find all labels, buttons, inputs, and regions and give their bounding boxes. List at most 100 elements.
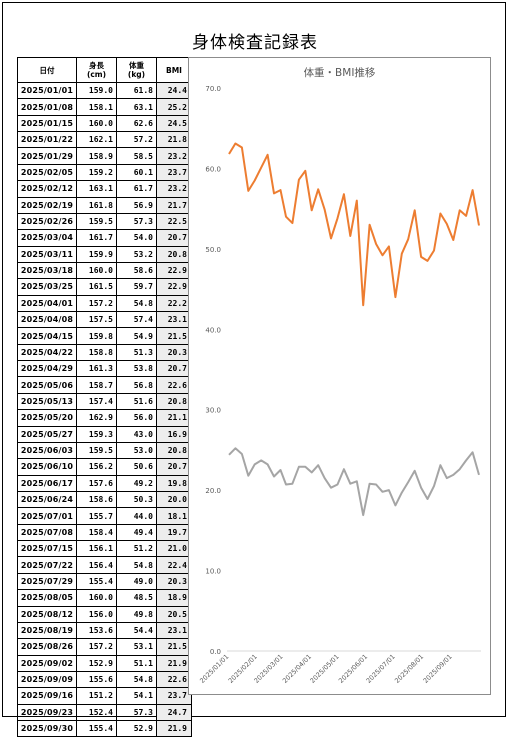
- page-title: 身体検査記録表: [192, 33, 318, 53]
- height-cell: 152.9: [76, 654, 117, 672]
- bmi-cell: 18.1: [156, 507, 192, 525]
- date-cell: 2025/09/23: [17, 703, 77, 722]
- height-cell: 151.2: [76, 687, 117, 705]
- date-cell: 2025/07/01: [17, 507, 77, 525]
- y-tick-label: 50.0: [205, 246, 221, 254]
- bmi-series-line: [228, 447, 480, 517]
- table-row: 2025/02/19 161.8 56.9 21.7: [17, 196, 192, 214]
- table-row: 2025/04/15 159.8 54.9 21.5: [17, 327, 192, 345]
- date-cell: 2025/05/06: [17, 376, 77, 394]
- weight-cell: 61.8: [116, 81, 157, 100]
- height-cell: 155.7: [76, 507, 117, 525]
- height-cell: 156.0: [76, 605, 117, 623]
- height-cell: 159.5: [76, 441, 117, 460]
- weight-cell: 49.4: [116, 523, 157, 542]
- table-row: 2025/04/29 161.3 53.8 20.7: [17, 360, 192, 378]
- table-row: 2025/09/02 152.9 51.1 21.9: [17, 654, 192, 672]
- weight-cell: 54.9: [116, 327, 157, 345]
- bmi-cell: 23.1: [156, 311, 192, 329]
- weight-cell: 52.9: [116, 720, 157, 737]
- date-cell: 2025/09/02: [17, 654, 77, 672]
- table-row: 2025/01/08 158.1 63.1 25.2: [17, 98, 192, 116]
- weight-cell: 48.5: [116, 589, 157, 607]
- date-cell: 2025/08/19: [17, 621, 77, 640]
- table-row: 2025/07/22 156.4 54.8 22.4: [17, 556, 192, 574]
- bmi-cell: 20.3: [156, 343, 192, 362]
- weight-cell: 54.4: [116, 621, 157, 640]
- chart-area: 体重・BMI推移 0.0 10.0 20.0 30.0 40.0 50.0 60.0 70.0…: [188, 57, 491, 695]
- weight-cell: 57.2: [116, 131, 157, 149]
- date-cell: 2025/08/26: [17, 638, 77, 656]
- weight-cell: 53.8: [116, 360, 157, 378]
- table-row: 2025/01/15 160.0 62.6 24.5: [17, 114, 192, 133]
- header-date: 日付: [17, 57, 77, 83]
- weight-cell: 49.0: [116, 572, 157, 591]
- bmi-cell: 22.2: [156, 294, 192, 313]
- date-cell: 2025/02/12: [17, 180, 77, 198]
- weight-cell: 54.1: [116, 687, 157, 705]
- height-cell: 156.2: [76, 458, 117, 476]
- height-cell: 152.4: [76, 703, 117, 722]
- bmi-cell: 20.7: [156, 360, 192, 378]
- table-row: 2025/01/29 158.9 58.5 23.2: [17, 147, 192, 165]
- date-cell: 2025/08/12: [17, 605, 77, 623]
- weight-cell: 51.1: [116, 654, 157, 672]
- weight-cell: 57.4: [116, 311, 157, 329]
- bmi-cell: 24.5: [156, 114, 192, 133]
- height-cell: 159.3: [76, 425, 117, 443]
- date-cell: 2025/04/08: [17, 311, 77, 329]
- bmi-cell: 21.8: [156, 131, 192, 149]
- table-row: 2025/07/29 155.4 49.0 20.3: [17, 572, 192, 591]
- height-cell: 161.3: [76, 360, 117, 378]
- table-row: 2025/08/05 160.0 48.5 18.9: [17, 589, 192, 607]
- date-cell: 2025/03/11: [17, 245, 77, 263]
- date-cell: 2025/01/29: [17, 147, 77, 165]
- table-row: 2025/06/03 159.5 53.0 20.8: [17, 441, 192, 460]
- table-row: 2025/05/13 157.4 51.6 20.8: [17, 392, 192, 411]
- height-cell: 158.4: [76, 523, 117, 542]
- bmi-cell: 20.0: [156, 490, 192, 509]
- date-cell: 2025/07/15: [17, 540, 77, 558]
- weight-cell: 56.8: [116, 376, 157, 394]
- bmi-cell: 16.9: [156, 425, 192, 443]
- header-bmi: BMI: [156, 57, 192, 83]
- height-cell: 159.0: [76, 81, 117, 100]
- height-cell: 158.8: [76, 343, 117, 362]
- date-cell: 2025/03/18: [17, 261, 77, 280]
- table-row: 2025/03/11 159.9 53.2 20.8: [17, 245, 192, 263]
- y-tick-label: 20.0: [205, 487, 221, 495]
- bmi-cell: 20.7: [156, 229, 192, 247]
- date-cell: 2025/09/30: [17, 720, 77, 737]
- weight-cell: 54.8: [116, 670, 157, 689]
- bmi-cell: 21.9: [156, 654, 192, 672]
- date-cell: 2025/09/16: [17, 687, 77, 705]
- height-cell: 156.1: [76, 540, 117, 558]
- weight-cell: 61.7: [116, 180, 157, 198]
- weight-cell: 56.0: [116, 409, 157, 427]
- height-cell: 155.4: [76, 720, 117, 737]
- height-cell: 157.6: [76, 474, 117, 492]
- table-row: 2025/05/06 158.7 56.8 22.6: [17, 376, 192, 394]
- height-cell: 158.7: [76, 376, 117, 394]
- height-cell: 163.1: [76, 180, 117, 198]
- y-tick-label: 30.0: [205, 407, 221, 415]
- x-tick-label: 2025/05/01: [309, 653, 341, 685]
- weight-cell: 54.8: [116, 556, 157, 574]
- weight-cell: 58.6: [116, 261, 157, 280]
- x-tick-label: 2025/01/01: [198, 653, 230, 685]
- height-cell: 158.6: [76, 490, 117, 509]
- height-cell: 157.4: [76, 392, 117, 411]
- bmi-cell: 19.7: [156, 523, 192, 542]
- weight-cell: 57.3: [116, 212, 157, 231]
- table-row: 2025/09/30 155.4 52.9 21.9: [17, 720, 192, 737]
- table-row: 2025/03/25 161.5 59.7 22.9: [17, 278, 192, 296]
- date-cell: 2025/02/19: [17, 196, 77, 214]
- weight-cell: 57.3: [116, 703, 157, 722]
- bmi-cell: 25.2: [156, 98, 192, 116]
- height-cell: 160.0: [76, 589, 117, 607]
- height-cell: 162.9: [76, 409, 117, 427]
- bmi-cell: 21.5: [156, 638, 192, 656]
- date-cell: 2025/02/26: [17, 212, 77, 231]
- date-cell: 2025/03/04: [17, 229, 77, 247]
- x-tick-label: 2025/08/01: [393, 653, 425, 685]
